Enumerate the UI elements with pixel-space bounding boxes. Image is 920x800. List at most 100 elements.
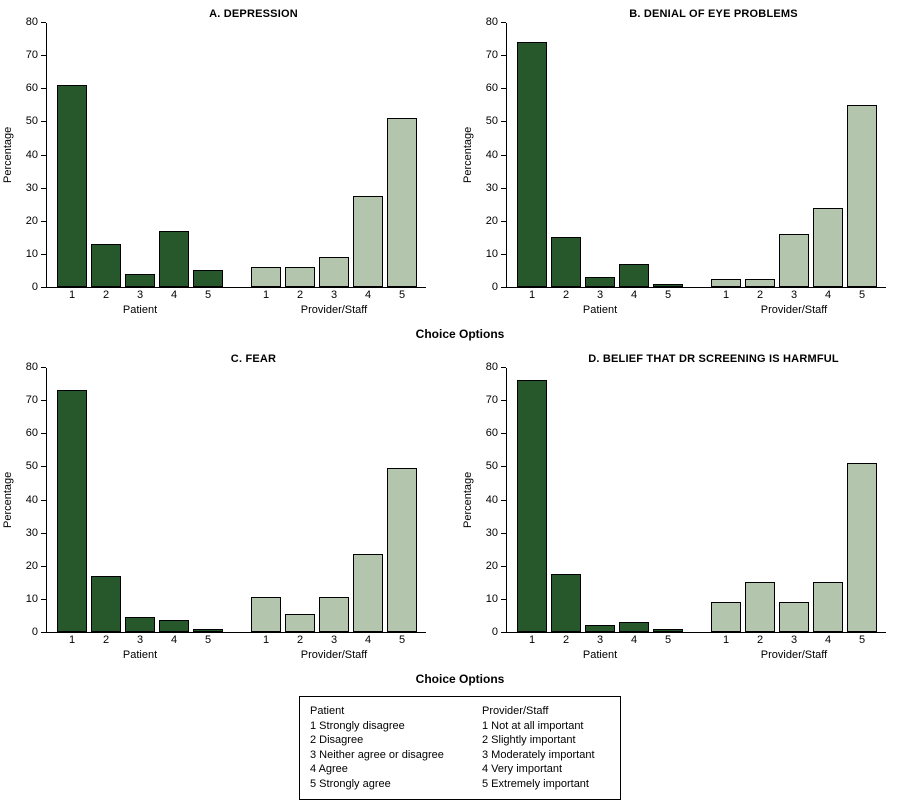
group-labels: Patient Provider/Staff [47,648,460,664]
y-tick-mark [41,55,46,57]
y-tick-mark [501,287,506,288]
y-tick-mark [41,187,46,189]
bar-patient-5 [193,628,223,632]
x-tick-label: 3 [596,289,604,301]
x-tick-label: 5 [664,634,672,646]
y-tick-label: 60 [25,82,38,95]
bar-provider-2 [285,267,315,287]
group-label-provider: Provider/Staff [760,304,828,316]
y-tick-mark [41,433,46,435]
y-tick-label: 50 [25,460,38,473]
y-tick-mark [41,88,46,90]
y-tick-label: 20 [25,214,38,227]
plot-area [506,23,886,288]
bar-patient-4 [159,230,189,287]
bar-patient-1 [57,84,87,287]
y-tick-label: 70 [485,394,498,407]
y-tick-mark [41,287,46,288]
bar-provider-5 [387,118,417,287]
xticks-patient: 1 2 3 4 5 [57,288,223,303]
y-axis-label: Percentage [462,126,474,184]
bar-patient-3 [585,277,615,287]
chart-panel-fear: C. FEAR Percentage 0 10 20 30 40 50 60 70 80 1 2 3… [0,351,460,664]
y-tick-mark [41,598,46,600]
x-tick-label: 5 [858,289,866,301]
bar-provider-2 [285,613,315,632]
y-tick-mark [501,532,506,534]
y-tick-label: 80 [485,16,498,28]
y-tick-label: 80 [25,16,38,28]
group-label-provider: Provider/Staff [300,304,368,316]
xticks-patient: 1 2 3 4 5 [517,633,683,648]
plot-area [46,23,426,288]
bar-provider-2 [745,278,775,287]
y-tick-mark [501,187,506,189]
bar-patient-2 [551,237,581,287]
group-label-provider: Provider/Staff [300,649,368,661]
bar-provider-4 [813,582,843,632]
xticks-provider: 1 2 3 4 5 [251,288,417,303]
bars-provider [711,104,877,287]
xticks-provider: 1 2 3 4 5 [711,288,877,303]
bar-patient-4 [159,620,189,632]
legend-item: 2 Disagree [310,734,364,746]
x-tick-label: 1 [68,289,76,301]
bar-patient-5 [653,283,683,287]
x-tick-label: 4 [364,634,372,646]
y-tick-mark [501,433,506,435]
y-tick-label: 10 [25,247,38,260]
y-tick-label: 0 [491,281,498,293]
y-tick-label: 60 [485,427,498,440]
y-tick-label: 30 [25,181,38,194]
legend-column-patient: Patient 1 Strongly disagree 2 Disagree 3 N… [310,704,458,791]
legend-header-patient: Patient [310,705,345,717]
y-tick-mark [501,565,506,567]
y-tick-mark [501,499,506,501]
bar-patient-4 [619,263,649,287]
y-tick-label: 30 [485,181,498,194]
xticks-patient: 1 2 3 4 5 [517,288,683,303]
legend-item: 5 Strongly agree [310,777,391,790]
chart-panel-denial: B. DENIAL OF EYE PROBLEMS Percentage 0 10… [460,6,920,319]
y-tick-mark [501,55,506,57]
x-tick-label: 2 [756,289,764,301]
chart-title: C. FEAR [230,353,277,365]
bars-patient [57,84,223,287]
legend-header-provider: Provider/Staff [482,705,549,717]
xticks-provider: 1 2 3 4 5 [251,633,417,648]
bar-provider-5 [847,463,877,632]
y-axis: 0 10 20 30 40 50 60 70 80 [476,16,506,293]
group-labels: Patient Provider/Staff [507,303,920,319]
y-tick-label: 10 [485,247,498,260]
x-tick-label: 3 [330,289,338,301]
x-tick-label: 4 [630,289,638,301]
bars-patient [517,380,683,632]
bar-provider-3 [319,597,349,632]
x-tick-label: 1 [722,289,730,301]
y-tick-mark [501,88,506,90]
chart-area: Percentage 0 10 20 30 40 50 60 70 80 [460,16,920,293]
y-tick-label: 10 [485,592,498,605]
bar-provider-5 [387,468,417,632]
y-tick-label: 10 [25,592,38,605]
chart-area: Percentage 0 10 20 30 40 50 60 70 80 [0,16,460,293]
y-tick-label: 60 [25,427,38,440]
x-tick-label: 5 [204,289,212,301]
x-tick-label: 4 [364,289,372,301]
y-tick-mark [41,253,46,255]
y-tick-mark [501,220,506,222]
y-axis: 0 10 20 30 40 50 60 70 80 [476,361,506,638]
legend-item: 5 Extremely important [482,777,589,790]
bar-provider-4 [353,195,383,287]
x-tick-label: 5 [858,634,866,646]
y-tick-mark [41,499,46,501]
y-tick-label: 20 [485,559,498,572]
y-tick-mark [41,565,46,567]
x-tick-label: 3 [330,634,338,646]
y-tick-label: 40 [25,493,38,506]
y-axis: 0 10 20 30 40 50 60 70 80 [16,16,46,293]
bar-patient-1 [57,390,87,632]
chart-area: Percentage 0 10 20 30 40 50 60 70 80 [0,361,460,638]
x-tick-label: 2 [562,634,570,646]
